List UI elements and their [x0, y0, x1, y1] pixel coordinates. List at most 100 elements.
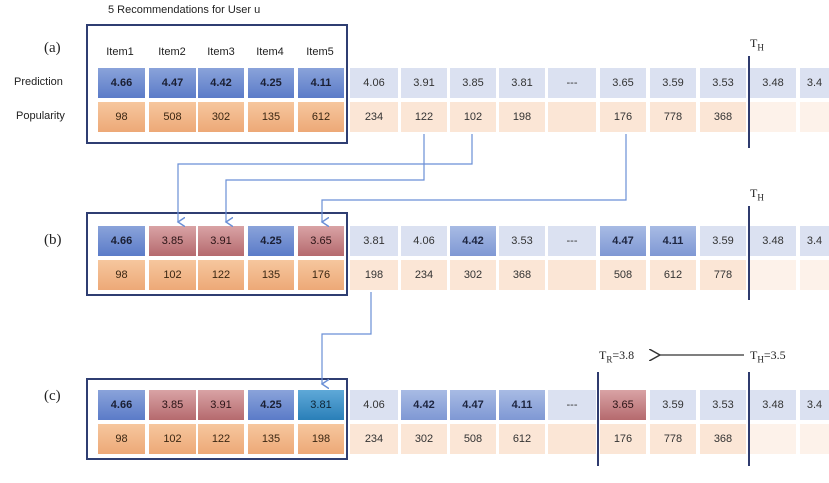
- popularity-cell: 612: [650, 260, 696, 290]
- popularity-cell: [800, 260, 829, 290]
- popularity-cell: 368: [700, 102, 746, 132]
- recommendation-box-b: [86, 212, 348, 296]
- popularity-cell: 198: [350, 260, 398, 290]
- prediction-cell: 3.81: [298, 390, 344, 420]
- threshold-th-line-c: [748, 372, 750, 466]
- item-header-4: Item4: [256, 46, 284, 58]
- arrow-381-to-item5: [322, 292, 372, 384]
- prediction-cell: 3.91: [198, 226, 244, 256]
- popularity-cell: 102: [149, 260, 196, 290]
- item-header-2: Item2: [158, 46, 186, 58]
- prediction-cell: 3.65: [298, 226, 344, 256]
- popularity-cell: 778: [650, 102, 696, 132]
- prediction-cell: 4.25: [248, 68, 294, 98]
- prediction-cell: 3.65: [600, 68, 646, 98]
- popularity-cell: 176: [600, 424, 646, 454]
- popularity-cell: 135: [248, 102, 294, 132]
- popularity-cell: [800, 102, 829, 132]
- th-label-b: TH: [750, 186, 764, 203]
- row-label-prediction: Prediction: [14, 76, 63, 88]
- panel-a-label: (a): [44, 40, 61, 56]
- popularity-cell: 234: [350, 424, 398, 454]
- popularity-cell: 198: [499, 102, 545, 132]
- popularity-cell: [548, 424, 596, 454]
- prediction-cell: 3.85: [450, 68, 496, 98]
- popularity-cell: 612: [298, 102, 344, 132]
- popularity-cell: 612: [499, 424, 545, 454]
- diagram-title: 5 Recommendations for User u: [108, 4, 261, 16]
- popularity-cell: 508: [149, 102, 196, 132]
- prediction-cell: 3.48: [750, 68, 796, 98]
- popularity-cell: 368: [499, 260, 545, 290]
- popularity-cell: 198: [298, 424, 344, 454]
- prediction-cell: 3.65: [600, 390, 646, 420]
- prediction-cell: 4.42: [198, 68, 244, 98]
- prediction-cell: 3.81: [499, 68, 545, 98]
- prediction-cell: 3.59: [650, 68, 696, 98]
- recommendation-box-c: [86, 378, 348, 460]
- prediction-cell: 4.42: [401, 390, 447, 420]
- popularity-cell: 102: [149, 424, 196, 454]
- popularity-cell: 122: [198, 260, 244, 290]
- prediction-cell: 3.85: [149, 226, 196, 256]
- arrow-365-to-item5: [322, 134, 627, 222]
- item-header-3: Item3: [207, 46, 235, 58]
- prediction-cell: 3.81: [350, 226, 398, 256]
- threshold-tr-line-c: [597, 372, 599, 466]
- prediction-cell: 3.59: [700, 226, 746, 256]
- prediction-cell: 4.25: [248, 226, 294, 256]
- threshold-th-line-b: [748, 206, 750, 300]
- prediction-cell: 3.91: [401, 68, 447, 98]
- popularity-cell: 368: [700, 424, 746, 454]
- threshold-th-line-a: [748, 56, 750, 148]
- popularity-cell: 778: [650, 424, 696, 454]
- panel-c-label: (c): [44, 388, 61, 404]
- popularity-cell: 122: [198, 424, 244, 454]
- prediction-cell: 4.42: [450, 226, 496, 256]
- prediction-cell: ---: [548, 68, 596, 98]
- prediction-cell: ---: [548, 226, 596, 256]
- popularity-cell: 122: [401, 102, 447, 132]
- popularity-cell: 102: [450, 102, 496, 132]
- prediction-cell: 3.53: [700, 68, 746, 98]
- popularity-cell: 302: [450, 260, 496, 290]
- th-label-a: TH: [750, 36, 764, 53]
- popularity-cell: 135: [248, 260, 294, 290]
- prediction-cell: 3.53: [700, 390, 746, 420]
- recommendation-box-a: [86, 24, 348, 144]
- prediction-cell: 4.47: [450, 390, 496, 420]
- prediction-cell: 3.53: [499, 226, 545, 256]
- prediction-cell: 3.48: [750, 390, 796, 420]
- item-header-1: Item1: [106, 46, 134, 58]
- prediction-cell: 3.4: [800, 226, 829, 256]
- tr-label-c: TR=3.8: [599, 348, 635, 365]
- popularity-cell: [750, 424, 796, 454]
- popularity-cell: 98: [98, 424, 145, 454]
- prediction-cell: 4.11: [650, 226, 696, 256]
- popularity-cell: 176: [600, 102, 646, 132]
- prediction-cell: 3.4: [800, 390, 829, 420]
- prediction-cell: 4.47: [149, 68, 196, 98]
- prediction-cell: 3.48: [750, 226, 796, 256]
- arrow-391-to-item3: [226, 134, 425, 222]
- popularity-cell: [548, 260, 596, 290]
- popularity-cell: 234: [350, 102, 398, 132]
- th-label-c: TH=3.5: [750, 348, 786, 365]
- popularity-cell: 302: [401, 424, 447, 454]
- prediction-cell: ---: [548, 390, 596, 420]
- prediction-cell: 3.59: [650, 390, 696, 420]
- prediction-cell: 4.66: [98, 390, 145, 420]
- prediction-cell: 4.06: [401, 226, 447, 256]
- popularity-cell: [800, 424, 829, 454]
- item-header-5: Item5: [306, 46, 334, 58]
- row-label-popularity: Popularity: [16, 110, 65, 122]
- prediction-cell: 4.47: [600, 226, 646, 256]
- popularity-cell: [548, 102, 596, 132]
- popularity-cell: 176: [298, 260, 344, 290]
- popularity-cell: 234: [401, 260, 447, 290]
- popularity-cell: 508: [600, 260, 646, 290]
- popularity-cell: 98: [98, 102, 145, 132]
- popularity-cell: 778: [700, 260, 746, 290]
- popularity-cell: [750, 102, 796, 132]
